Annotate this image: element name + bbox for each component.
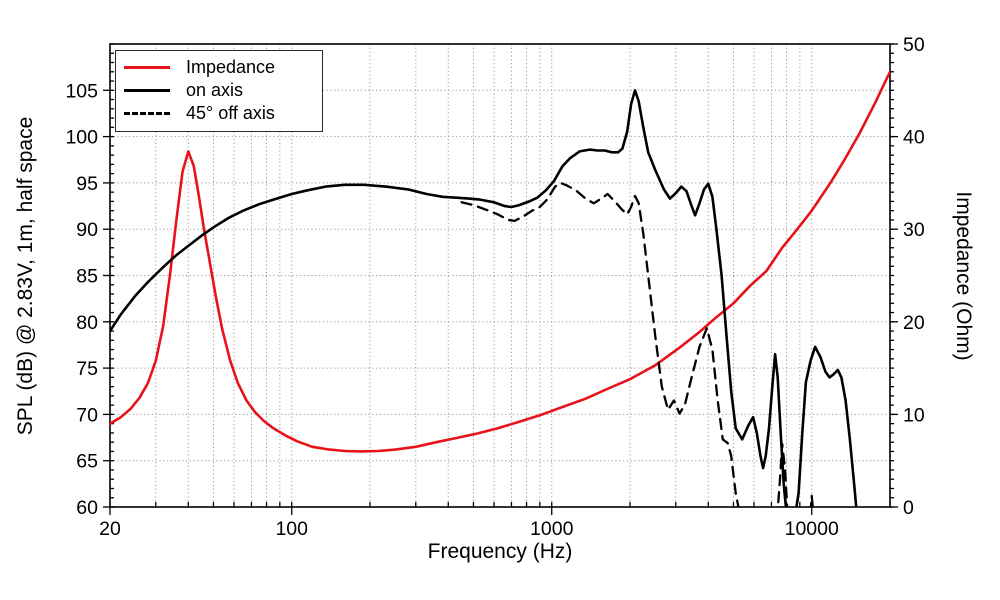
svg-text:60: 60 (76, 497, 98, 519)
svg-text:100: 100 (65, 127, 98, 149)
svg-text:75: 75 (76, 358, 98, 380)
x-axis-title: Frequency (Hz) (427, 540, 573, 563)
tick-labels: 60 65 70 75 80 85 90 95 100 105 0 10 20 30 40 50 20 100 10… (65, 34, 924, 540)
off-axis-line-swatch (124, 112, 170, 115)
svg-text:105: 105 (65, 80, 98, 102)
svg-text:80: 80 (76, 312, 98, 334)
series-45-off-axis (460, 181, 814, 507)
gridlines (110, 44, 890, 507)
series-curves (110, 70, 890, 507)
svg-text:20: 20 (99, 518, 121, 540)
legend-item-off-axis: 45° off axis (116, 102, 322, 125)
series-on-axis (110, 89, 858, 507)
svg-text:10: 10 (903, 404, 925, 426)
svg-text:40: 40 (903, 127, 925, 149)
svg-text:0: 0 (903, 497, 914, 519)
svg-text:50: 50 (903, 34, 925, 56)
axis-ticks (103, 43, 898, 515)
svg-text:20: 20 (903, 312, 925, 334)
svg-text:85: 85 (76, 266, 98, 288)
y-axis-left-title: SPL (dB) @ 2.83V, 1m, half space (14, 116, 37, 436)
legend-label: 45° off axis (186, 103, 275, 123)
impedance-line-swatch (124, 66, 170, 69)
svg-text:70: 70 (76, 404, 98, 426)
svg-text:100: 100 (275, 518, 308, 540)
y-axis-right-title: Impedance (Ohm) (952, 191, 975, 361)
legend-item-impedance: Impedance (116, 56, 322, 79)
on-axis-line-swatch (124, 89, 170, 92)
svg-text:90: 90 (76, 219, 98, 241)
series-impedance (110, 70, 890, 453)
svg-text:1000: 1000 (530, 518, 574, 540)
svg-text:30: 30 (903, 219, 925, 241)
svg-text:10000: 10000 (785, 518, 839, 540)
legend-label: on axis (186, 80, 244, 100)
svg-text:95: 95 (76, 173, 98, 195)
legend-label: Impedance (186, 57, 276, 77)
svg-text:65: 65 (76, 451, 98, 473)
legend-item-on-axis: on axis (116, 79, 322, 102)
legend: Impedance on axis 45° off axis (115, 50, 323, 132)
